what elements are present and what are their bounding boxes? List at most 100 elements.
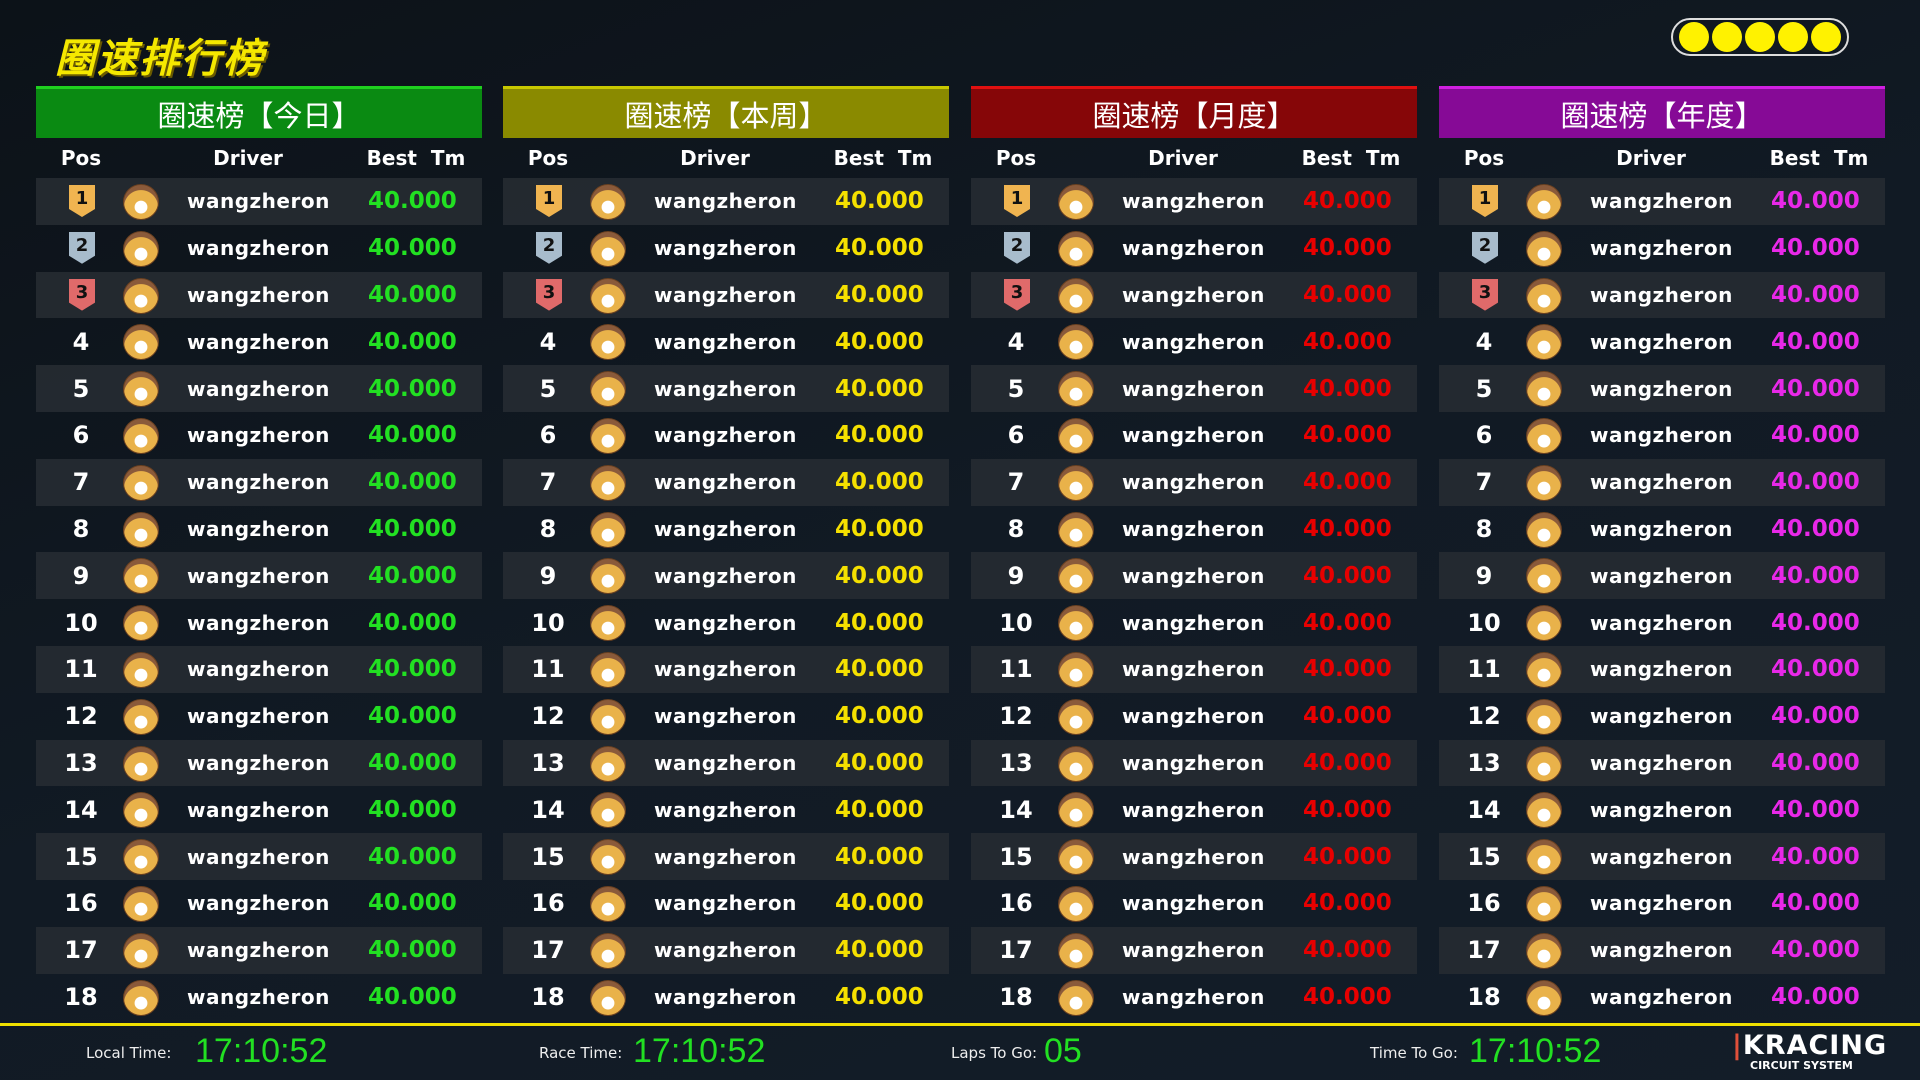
- avatar: [123, 184, 159, 220]
- table-row[interactable]: 7 wangzheron 40.000: [503, 458, 949, 506]
- table-row[interactable]: 2 wangzheron 40.000: [503, 225, 949, 272]
- table-row[interactable]: 6 wangzheron 40.000: [971, 412, 1417, 459]
- driver-name: wangzheron: [1122, 329, 1265, 354]
- table-row[interactable]: 3 wangzheron 40.000: [503, 271, 949, 319]
- table-row[interactable]: 7 wangzheron 40.000: [36, 458, 482, 506]
- table-row[interactable]: 17 wangzheron 40.000: [971, 926, 1417, 974]
- best-time: 40.000: [835, 656, 924, 683]
- col-driver: Driver: [680, 146, 750, 170]
- table-row[interactable]: 2 wangzheron 40.000: [971, 225, 1417, 272]
- table-row[interactable]: 4 wangzheron 40.000: [1439, 318, 1885, 365]
- driver-name: wangzheron: [187, 984, 330, 1009]
- table-row[interactable]: 17 wangzheron 40.000: [503, 926, 949, 974]
- table-row[interactable]: 13 wangzheron 40.000: [1439, 739, 1885, 787]
- table-row[interactable]: 6 wangzheron 40.000: [1439, 412, 1885, 459]
- table-row[interactable]: 4 wangzheron 40.000: [971, 318, 1417, 365]
- table-row[interactable]: 5 wangzheron 40.000: [971, 365, 1417, 412]
- avatar: [1058, 651, 1094, 688]
- table-row[interactable]: 5 wangzheron 40.000: [503, 365, 949, 412]
- table-row[interactable]: 13 wangzheron 40.000: [36, 739, 482, 787]
- table-row[interactable]: 1 wangzheron 40.000: [503, 178, 949, 225]
- table-row[interactable]: 12 wangzheron 40.000: [971, 693, 1417, 740]
- table-row[interactable]: 17 wangzheron 40.000: [1439, 926, 1885, 974]
- table-row[interactable]: 17 wangzheron 40.000: [36, 926, 482, 974]
- table-row[interactable]: 15 wangzheron 40.000: [1439, 833, 1885, 880]
- table-row[interactable]: 11 wangzheron 40.000: [36, 645, 482, 693]
- best-time: 40.000: [368, 656, 457, 683]
- driver-name: wangzheron: [1590, 376, 1733, 401]
- table-row[interactable]: 8 wangzheron 40.000: [971, 506, 1417, 553]
- local-time-value: 17:10:52: [195, 1032, 328, 1070]
- table-row[interactable]: 8 wangzheron 40.000: [36, 506, 482, 553]
- avatar: [123, 605, 159, 642]
- table-row[interactable]: 12 wangzheron 40.000: [1439, 693, 1885, 740]
- column-header: Pos Driver Best Tm: [971, 138, 1417, 178]
- table-row[interactable]: 15 wangzheron 40.000: [971, 833, 1417, 880]
- table-row[interactable]: 7 wangzheron 40.000: [971, 458, 1417, 506]
- table-row[interactable]: 11 wangzheron 40.000: [1439, 645, 1885, 693]
- table-row[interactable]: 13 wangzheron 40.000: [971, 739, 1417, 787]
- best-time: 40.000: [368, 328, 457, 355]
- table-row[interactable]: 2 wangzheron 40.000: [1439, 225, 1885, 272]
- avatar: [123, 230, 159, 267]
- table-row[interactable]: 5 wangzheron 40.000: [1439, 365, 1885, 412]
- table-row[interactable]: 18 wangzheron 40.000: [503, 974, 949, 1021]
- table-row[interactable]: 5 wangzheron 40.000: [36, 365, 482, 412]
- table-row[interactable]: 14 wangzheron 40.000: [503, 786, 949, 833]
- best-time: 40.000: [1771, 609, 1860, 636]
- table-row[interactable]: 3 wangzheron 40.000: [1439, 271, 1885, 319]
- table-row[interactable]: 9 wangzheron 40.000: [1439, 552, 1885, 600]
- table-row[interactable]: 1 wangzheron 40.000: [36, 178, 482, 225]
- avatar: [590, 651, 626, 688]
- table-row[interactable]: 9 wangzheron 40.000: [36, 552, 482, 600]
- table-row[interactable]: 16 wangzheron 40.000: [503, 880, 949, 927]
- table-row[interactable]: 11 wangzheron 40.000: [971, 645, 1417, 693]
- table-row[interactable]: 10 wangzheron 40.000: [36, 599, 482, 646]
- table-row[interactable]: 9 wangzheron 40.000: [503, 552, 949, 600]
- table-row[interactable]: 11 wangzheron 40.000: [503, 645, 949, 693]
- position: 9: [539, 561, 557, 590]
- table-row[interactable]: 8 wangzheron 40.000: [1439, 506, 1885, 553]
- table-row[interactable]: 6 wangzheron 40.000: [36, 412, 482, 459]
- table-row[interactable]: 4 wangzheron 40.000: [36, 318, 482, 365]
- table-row[interactable]: 1 wangzheron 40.000: [971, 178, 1417, 225]
- table-row[interactable]: 12 wangzheron 40.000: [503, 693, 949, 740]
- table-row[interactable]: 1 wangzheron 40.000: [1439, 178, 1885, 225]
- avatar: [1526, 371, 1562, 408]
- avatar: [1526, 839, 1562, 876]
- table-row[interactable]: 12 wangzheron 40.000: [36, 693, 482, 740]
- avatar: [590, 277, 626, 314]
- table-row[interactable]: 13 wangzheron 40.000: [503, 739, 949, 787]
- table-row[interactable]: 15 wangzheron 40.000: [36, 833, 482, 880]
- table-row[interactable]: 18 wangzheron 40.000: [971, 974, 1417, 1021]
- position: 10: [1467, 608, 1501, 637]
- position: 3: [1010, 281, 1024, 303]
- table-row[interactable]: 2 wangzheron 40.000: [36, 225, 482, 272]
- table-row[interactable]: 10 wangzheron 40.000: [1439, 599, 1885, 646]
- table-row[interactable]: 14 wangzheron 40.000: [1439, 786, 1885, 833]
- table-row[interactable]: 10 wangzheron 40.000: [503, 599, 949, 646]
- table-row[interactable]: 3 wangzheron 40.000: [971, 271, 1417, 319]
- page-title: 圈速排行榜: [55, 36, 265, 82]
- position: 14: [1467, 795, 1501, 824]
- table-row[interactable]: 18 wangzheron 40.000: [36, 974, 482, 1021]
- table-row[interactable]: 16 wangzheron 40.000: [1439, 880, 1885, 927]
- table-row[interactable]: 9 wangzheron 40.000: [971, 552, 1417, 600]
- driver-name: wangzheron: [654, 282, 797, 307]
- status-lights: [1671, 18, 1849, 56]
- table-row[interactable]: 14 wangzheron 40.000: [971, 786, 1417, 833]
- table-row[interactable]: 18 wangzheron 40.000: [1439, 974, 1885, 1021]
- table-row[interactable]: 15 wangzheron 40.000: [503, 833, 949, 880]
- table-row[interactable]: 14 wangzheron 40.000: [36, 786, 482, 833]
- best-time: 40.000: [835, 235, 924, 262]
- table-row[interactable]: 16 wangzheron 40.000: [971, 880, 1417, 927]
- avatar: [1526, 651, 1562, 688]
- table-row[interactable]: 4 wangzheron 40.000: [503, 318, 949, 365]
- table-row[interactable]: 8 wangzheron 40.000: [503, 506, 949, 553]
- table-row[interactable]: 6 wangzheron 40.000: [503, 412, 949, 459]
- table-row[interactable]: 7 wangzheron 40.000: [1439, 458, 1885, 506]
- table-row[interactable]: 10 wangzheron 40.000: [971, 599, 1417, 646]
- best-time: 40.000: [368, 749, 457, 776]
- table-row[interactable]: 3 wangzheron 40.000: [36, 271, 482, 319]
- table-row[interactable]: 16 wangzheron 40.000: [36, 880, 482, 927]
